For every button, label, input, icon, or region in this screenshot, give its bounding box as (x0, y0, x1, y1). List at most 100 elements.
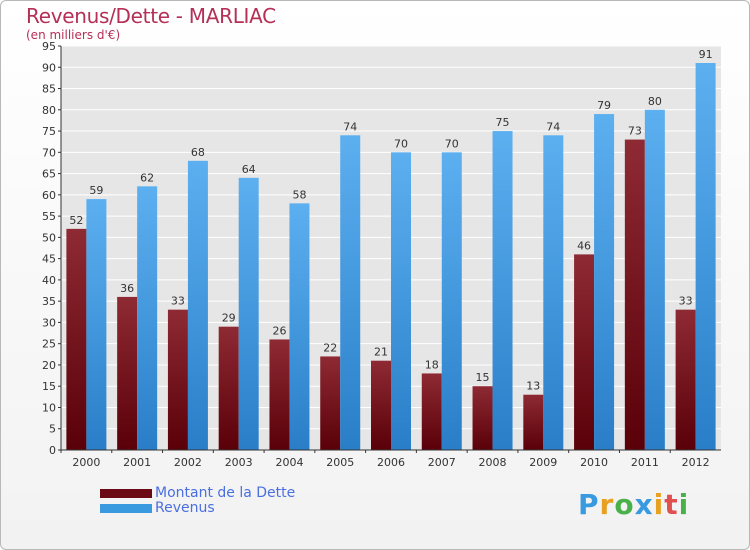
data-label: 15 (476, 371, 490, 384)
y-tick-labels: 0 5 10 15 20 25 30 35 40 45 50 55 60 65 70 75 80 85 90 95 (42, 40, 61, 457)
logo-letter: o (614, 488, 635, 521)
logo-letter: x (634, 488, 654, 521)
bar-dette (421, 373, 442, 450)
y-tick-label: 50 (42, 231, 56, 244)
y-tick-label: 80 (42, 104, 56, 117)
y-tick-label: 70 (42, 146, 56, 159)
y-tick-label: 90 (42, 61, 56, 74)
data-label: 70 (394, 137, 408, 150)
bar-revenus (441, 152, 462, 450)
x-tick-label: 2004 (275, 456, 303, 469)
x-tick-label: 2005 (326, 456, 354, 469)
x-tick-label: 2001 (123, 456, 151, 469)
data-label: 64 (242, 163, 256, 176)
y-tick-label: 65 (42, 168, 56, 181)
data-label: 36 (120, 282, 134, 295)
y-tick-label: 35 (42, 295, 56, 308)
data-label: 74 (546, 120, 560, 133)
bar-revenus (644, 109, 665, 450)
chart-subtitle: (en milliers d'€) (26, 28, 121, 42)
bar-dette (523, 394, 544, 450)
data-label: 70 (445, 137, 459, 150)
data-label: 33 (171, 295, 185, 308)
x-tick-label: 2012 (682, 456, 710, 469)
data-label: 75 (496, 116, 510, 129)
data-label: 52 (69, 214, 83, 227)
bar-revenus (86, 199, 107, 450)
data-label: 74 (343, 120, 357, 133)
y-tick-label: 15 (42, 380, 56, 393)
data-label: 58 (292, 188, 306, 201)
bar-revenus (289, 203, 310, 450)
legend-label-dette: Montant de la Dette (155, 485, 296, 501)
data-label: 79 (597, 99, 611, 112)
data-label: 91 (699, 48, 713, 61)
legend-label-revenus: Revenus (155, 500, 215, 516)
x-tick-label: 2010 (580, 456, 608, 469)
bar-revenus (187, 160, 208, 451)
data-label: 22 (323, 341, 337, 354)
bar-dette (269, 339, 290, 450)
bar-dette (218, 326, 239, 450)
bar-dette (167, 309, 188, 450)
x-tick-label: 2008 (479, 456, 507, 469)
legend-swatch-revenus (100, 504, 152, 513)
y-tick-label: 20 (42, 359, 56, 372)
bar-revenus (695, 63, 716, 450)
y-tick-label: 95 (42, 40, 56, 53)
chart-title: Revenus/Dette - MARLIAC (26, 4, 276, 28)
y-tick-label: 55 (42, 210, 56, 223)
bar-revenus (391, 152, 411, 450)
bar-revenus (594, 114, 615, 450)
data-label: 21 (374, 346, 388, 359)
x-tick-labels: 2000 2001 2002 2003 2004 2005 2006 2007 2008 2009… (60, 450, 710, 469)
x-tick-label: 2006 (377, 456, 405, 469)
data-label: 29 (222, 312, 236, 325)
data-label: 13 (526, 380, 540, 393)
x-tick-label: 2009 (529, 456, 557, 469)
x-tick-label: 2007 (428, 456, 456, 469)
bar-dette (371, 360, 391, 450)
bar-dette (574, 254, 595, 450)
bar-dette (320, 356, 341, 450)
data-label: 62 (140, 171, 154, 184)
logo-letter: i (678, 488, 690, 521)
bars (66, 63, 716, 451)
x-tick-label: 2011 (631, 456, 659, 469)
x-tick-label: 2002 (174, 456, 202, 469)
bar-dette (675, 309, 696, 450)
bar-revenus (340, 135, 361, 450)
bar-revenus (238, 177, 259, 450)
y-tick-label: 5 (49, 423, 56, 436)
data-label: 46 (577, 239, 591, 252)
y-tick-label: 10 (42, 401, 56, 414)
data-labels: 52 59 36 62 33 68 29 64 26 58 22 74 21 70 18 70 15 75 13 74… (69, 48, 712, 393)
proxiti-logo: Proxiti (578, 488, 689, 521)
data-label: 59 (89, 184, 103, 197)
bar-dette (624, 139, 645, 450)
bar-dette (472, 386, 493, 450)
x-tick-label: 2003 (225, 456, 253, 469)
bar-dette (117, 296, 138, 450)
bar-revenus (543, 135, 564, 450)
y-tick-label: 30 (42, 316, 56, 329)
y-tick-label: 0 (49, 444, 56, 457)
y-tick-label: 85 (42, 83, 56, 96)
y-tick-label: 75 (42, 125, 56, 138)
y-tick-label: 60 (42, 189, 56, 202)
logo-letter: P (578, 488, 600, 521)
bar-revenus (492, 131, 513, 451)
x-tick-label: 2000 (72, 456, 100, 469)
y-tick-label: 40 (42, 274, 56, 287)
logo-letter: r (599, 488, 615, 521)
logo-letter: i (653, 488, 665, 521)
data-label: 33 (679, 295, 693, 308)
axes (60, 46, 721, 451)
data-label: 80 (648, 95, 662, 108)
bar-dette (66, 228, 87, 450)
y-tick-label: 45 (42, 253, 56, 266)
bar-revenus (137, 186, 158, 450)
data-label: 73 (628, 125, 642, 138)
data-label: 68 (191, 146, 205, 159)
